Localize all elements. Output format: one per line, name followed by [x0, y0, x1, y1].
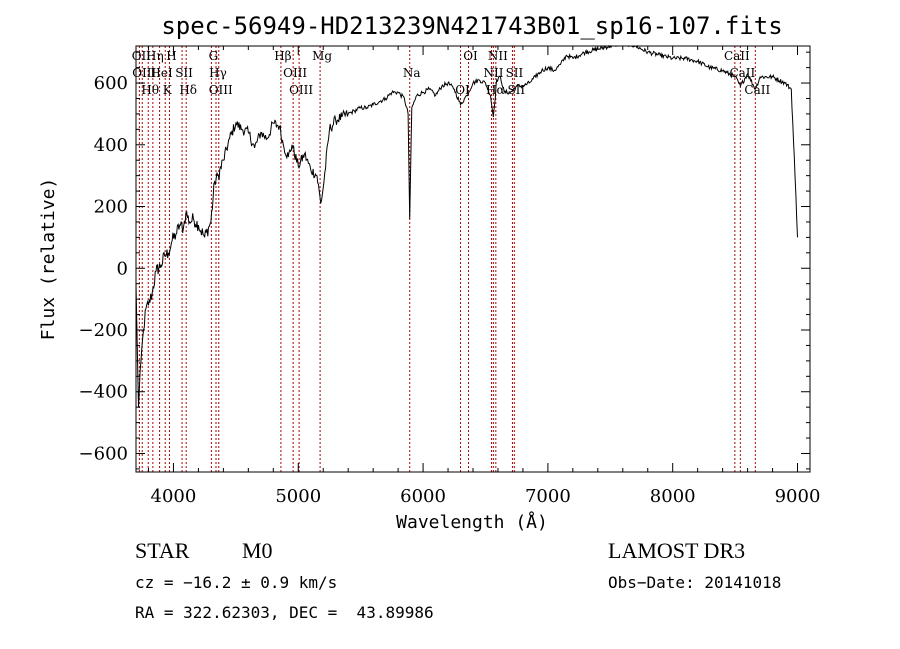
x-tick-label: 8000: [650, 486, 696, 507]
line-marker-label: OI: [463, 49, 478, 63]
line-marker-label: CaII: [724, 49, 750, 63]
y-tick-label: −200: [79, 320, 128, 341]
line-marker-label: HeI: [150, 66, 173, 80]
line-marker-label: OIII: [209, 83, 233, 97]
line-marker-label: Hβ: [274, 49, 291, 63]
line-marker-label: OIII: [283, 66, 307, 80]
x-tick-label: 5000: [275, 486, 321, 507]
survey-name: LAMOST DR3: [608, 538, 746, 563]
line-marker-labels: OIIOIIIHθHηHeIKHSIIHδGHγOIIIHβOIIIOIIIMg…: [132, 49, 771, 97]
x-axis-label: Wavelength (Å): [396, 511, 548, 533]
line-marker-label: SII: [507, 83, 525, 97]
y-tick-label: 0: [117, 258, 128, 279]
x-axis: 4000 5000 6000 7000 8000 9000: [147, 46, 821, 507]
line-marker-label: OIII: [132, 66, 156, 80]
line-markers: [138, 46, 756, 472]
line-marker-label: Na: [403, 66, 421, 80]
object-subclass: M0: [242, 538, 273, 563]
line-marker-label: Hη: [146, 49, 164, 63]
y-tick-label: −600: [79, 443, 128, 464]
x-tick-label: 7000: [525, 486, 571, 507]
line-marker-label: Hδ: [179, 83, 197, 97]
y-tick-label: −400: [79, 382, 128, 403]
line-marker-label: Hθ: [141, 83, 159, 97]
line-marker-label: NII: [488, 49, 508, 63]
obs-date: Obs−Date: 20141018: [608, 573, 782, 592]
line-marker-label: Hγ: [209, 66, 227, 80]
line-marker-label: G: [209, 49, 219, 63]
line-marker-label: CaII: [729, 66, 755, 80]
y-tick-label: 400: [94, 135, 128, 156]
y-axis-label: Flux (relative): [38, 178, 59, 341]
line-marker-label: Mg: [312, 49, 332, 63]
redshift-info: cz = −16.2 ± 0.9 km/s: [135, 573, 338, 592]
x-tick-label: 6000: [400, 486, 446, 507]
line-marker-label: SII: [506, 66, 524, 80]
line-marker-label: H: [166, 49, 176, 63]
line-marker-label: CaII: [744, 83, 770, 97]
chart-title: spec-56949-HD213239N421743B01_sp16-107.f…: [161, 12, 782, 40]
y-tick-label: 600: [94, 73, 128, 94]
line-marker-label: OIII: [289, 83, 313, 97]
x-tick-label: 9000: [775, 486, 821, 507]
plot-frame: [135, 45, 811, 473]
y-axis: −600 −400 −200 0 200 400 600: [79, 51, 810, 470]
line-marker-label: K: [163, 83, 173, 97]
line-marker-label: SII: [175, 66, 193, 80]
object-class: STAR: [135, 538, 190, 563]
coordinates: RA = 322.62303, DEC = 43.89986: [135, 603, 434, 622]
y-tick-label: 200: [94, 197, 128, 218]
spectrum-line: [135, 44, 798, 408]
line-marker-label: OI: [455, 83, 470, 97]
x-tick-label: 4000: [151, 486, 197, 507]
